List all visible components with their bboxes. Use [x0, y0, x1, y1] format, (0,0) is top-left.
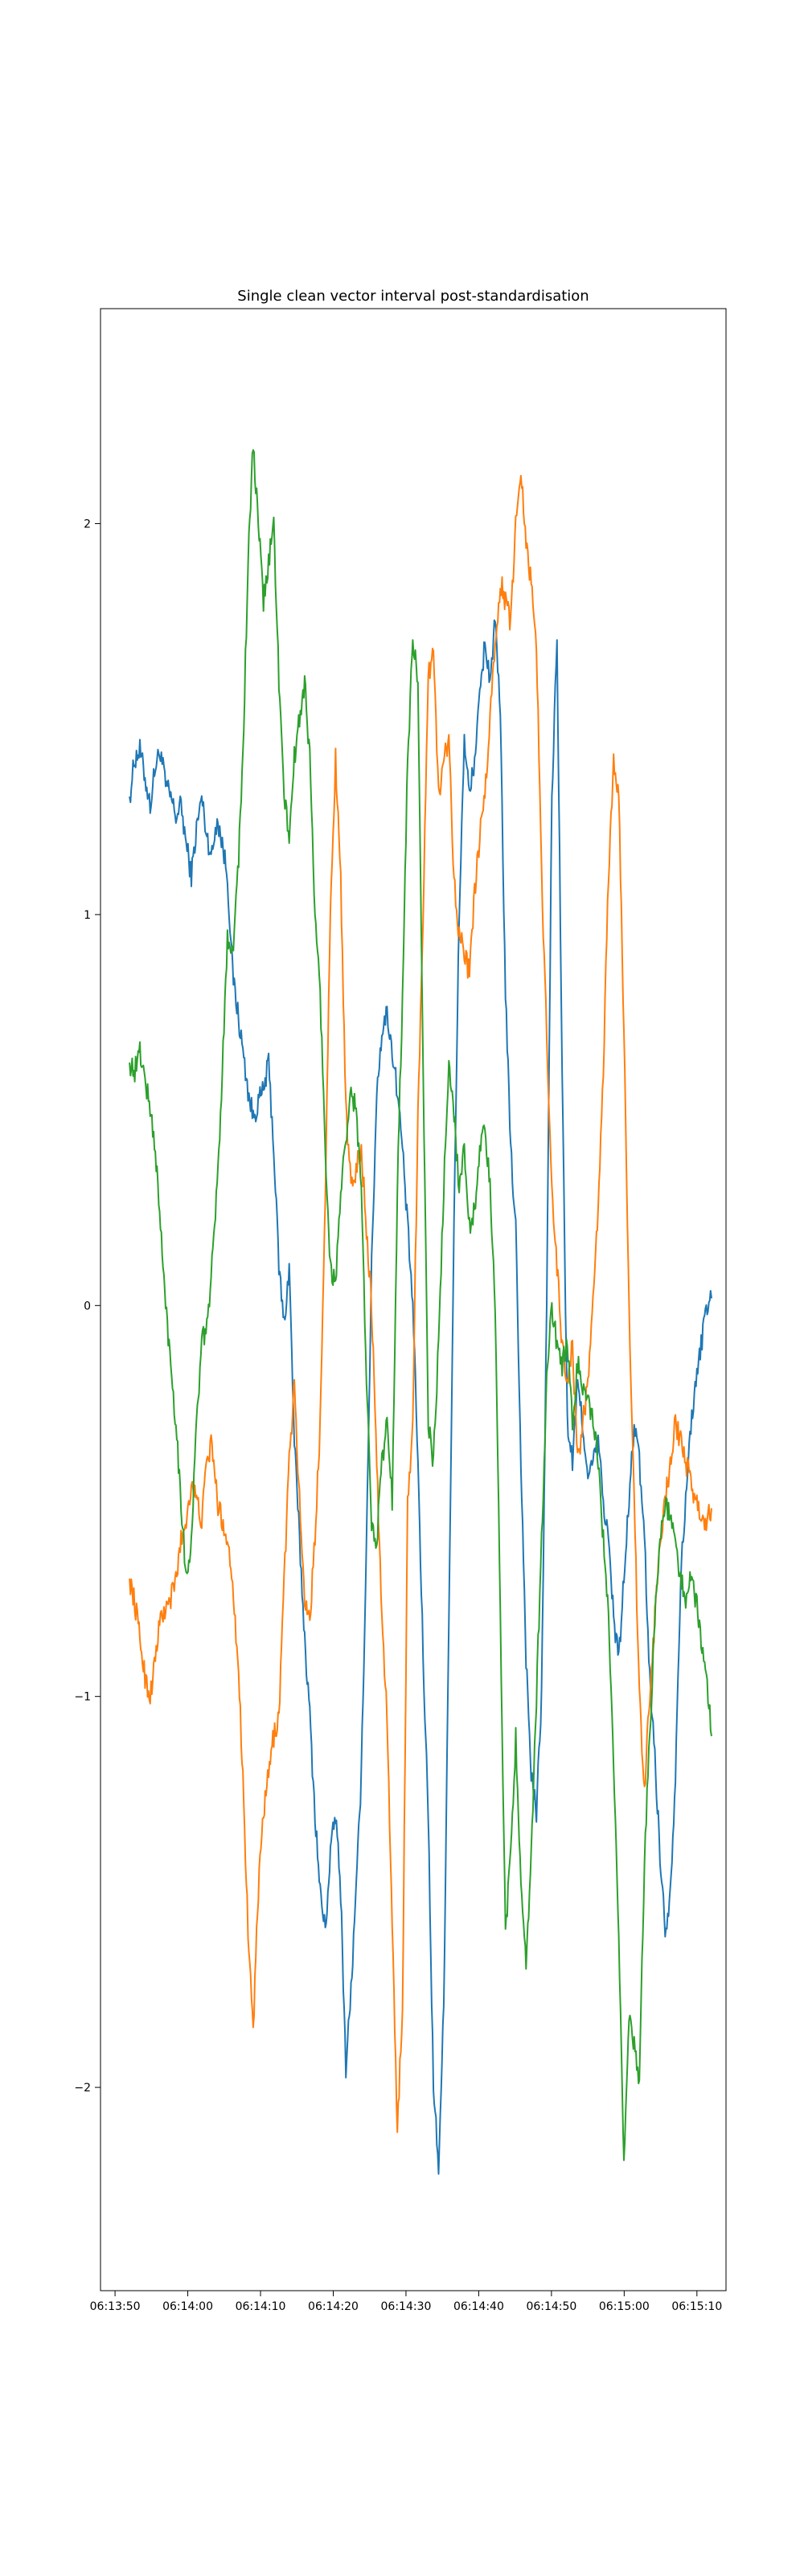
x-axis: 06:13:50 06:14:00 06:14:10 06:14:20 06:14:30…	[90, 2291, 722, 2313]
y-axis: −2 −1 0 1 2	[74, 518, 100, 2095]
x-tick-label: 06:14:10	[236, 2300, 286, 2313]
series-layer	[129, 448, 712, 2175]
series-line-2	[129, 474, 712, 2133]
series-line-3	[129, 448, 712, 2161]
x-tick-label: 06:14:40	[453, 2300, 504, 2313]
x-tick-label: 06:14:00	[162, 2300, 213, 2313]
x-tick-label: 06:13:50	[90, 2300, 141, 2313]
y-tick-label: −2	[74, 2082, 91, 2095]
y-tick-label: 0	[84, 1300, 91, 1313]
plot-frame	[100, 308, 727, 2291]
x-tick-label: 06:15:10	[671, 2300, 722, 2313]
x-tick-label: 06:14:50	[526, 2300, 576, 2313]
x-tick-label: 06:14:20	[308, 2300, 359, 2313]
chart-title: Single clean vector interval post-standa…	[237, 288, 589, 305]
x-tick-label: 06:15:00	[599, 2300, 650, 2313]
y-tick-label: 1	[84, 909, 91, 922]
series-line-1	[129, 619, 712, 2175]
y-tick-label: 2	[84, 518, 91, 531]
x-tick-label: 06:14:30	[381, 2300, 432, 2313]
y-tick-label: −1	[74, 1691, 91, 1704]
